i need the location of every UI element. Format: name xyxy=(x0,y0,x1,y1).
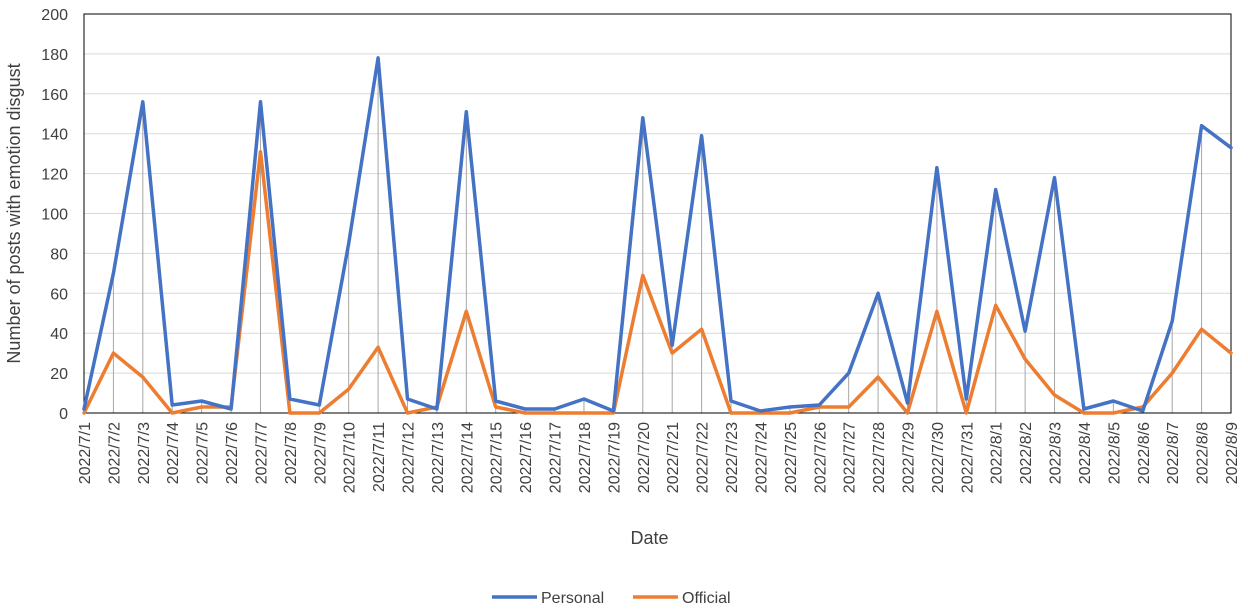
y-tick-label: 100 xyxy=(41,207,68,224)
x-tick-label: 2022/8/2 xyxy=(1018,422,1035,484)
x-tick-label: 2022/7/21 xyxy=(665,422,682,493)
x-tick-label: 2022/7/7 xyxy=(253,422,270,484)
x-tick-label: 2022/7/11 xyxy=(371,422,388,492)
x-tick-label: 2022/7/13 xyxy=(430,422,447,493)
y-tick-label: 20 xyxy=(50,366,68,383)
x-tick-label: 2022/8/5 xyxy=(1106,422,1123,484)
x-tick-label: 2022/7/5 xyxy=(195,422,212,484)
x-tick-label: 2022/7/6 xyxy=(224,422,241,484)
x-tick-label: 2022/8/6 xyxy=(1136,422,1153,484)
series-lines xyxy=(82,56,1233,415)
y-tick-label: 140 xyxy=(41,127,68,144)
series-line-official xyxy=(82,149,1233,415)
x-tick-label: 2022/8/3 xyxy=(1048,422,1065,484)
x-tick-label: 2022/7/28 xyxy=(871,422,888,493)
x-tick-label: 2022/7/25 xyxy=(783,422,800,493)
x-tick-label: 2022/7/2 xyxy=(106,422,123,484)
y-tick-label: 160 xyxy=(41,87,68,104)
y-axis-title: Number of posts with emotion disgust xyxy=(4,63,24,363)
plot-area-border xyxy=(83,13,1232,414)
legend-label-personal: Personal xyxy=(541,590,604,607)
series-line-personal xyxy=(82,56,1233,413)
x-tick-label: 2022/7/12 xyxy=(401,422,418,493)
x-tick-label: 2022/7/29 xyxy=(900,422,917,493)
x-tick-label: 2022/7/16 xyxy=(518,422,535,493)
x-tick-label: 2022/7/14 xyxy=(459,422,476,493)
x-tick-label: 2022/7/24 xyxy=(753,422,770,493)
x-tick-label: 2022/7/18 xyxy=(577,422,594,493)
x-tick-label: 2022/7/1 xyxy=(77,422,94,484)
x-axis-ticks: 2022/7/1 2022/7/2 2022/7/3 2022/7/4 2022/7/5… xyxy=(77,422,1241,493)
x-tick-label: 2022/8/7 xyxy=(1165,422,1182,484)
x-tick-label: 2022/7/10 xyxy=(342,422,359,493)
x-tick-label: 2022/7/27 xyxy=(842,422,859,493)
x-tick-label: 2022/7/31 xyxy=(959,422,976,493)
drop-lines xyxy=(83,57,1232,413)
x-axis-title: Date xyxy=(630,528,668,548)
y-tick-label: 0 xyxy=(59,406,68,423)
y-axis-ticks: 0 20 40 60 80 100 120 140 160 180 200 xyxy=(41,7,68,423)
x-tick-label: 2022/7/4 xyxy=(165,422,182,484)
x-tick-label: 2022/7/20 xyxy=(636,422,653,493)
y-tick-label: 200 xyxy=(41,7,68,24)
y-tick-label: 180 xyxy=(41,47,68,64)
x-tick-label: 2022/7/26 xyxy=(812,422,829,493)
x-tick-label: 2022/7/30 xyxy=(930,422,947,493)
y-tick-label: 60 xyxy=(50,286,68,303)
x-tick-label: 2022/8/8 xyxy=(1195,422,1212,484)
y-tick-label: 80 xyxy=(50,246,68,263)
y-tick-label: 120 xyxy=(41,167,68,184)
x-tick-label: 2022/7/9 xyxy=(312,422,329,484)
x-tick-label: 2022/7/3 xyxy=(136,422,153,484)
y-tick-label: 40 xyxy=(50,326,68,343)
x-tick-label: 2022/7/15 xyxy=(489,422,506,493)
x-tick-label: 2022/7/19 xyxy=(606,422,623,493)
x-tick-label: 2022/7/23 xyxy=(724,422,741,493)
legend: Personal Official xyxy=(492,590,731,607)
x-tick-label: 2022/7/22 xyxy=(695,422,712,493)
x-tick-label: 2022/7/8 xyxy=(283,422,300,484)
x-tick-label: 2022/8/1 xyxy=(989,422,1006,484)
legend-label-official: Official xyxy=(682,590,731,607)
x-tick-label: 2022/8/4 xyxy=(1077,422,1094,484)
x-tick-label: 2022/8/9 xyxy=(1224,422,1241,484)
x-tick-label: 2022/7/17 xyxy=(548,422,565,493)
